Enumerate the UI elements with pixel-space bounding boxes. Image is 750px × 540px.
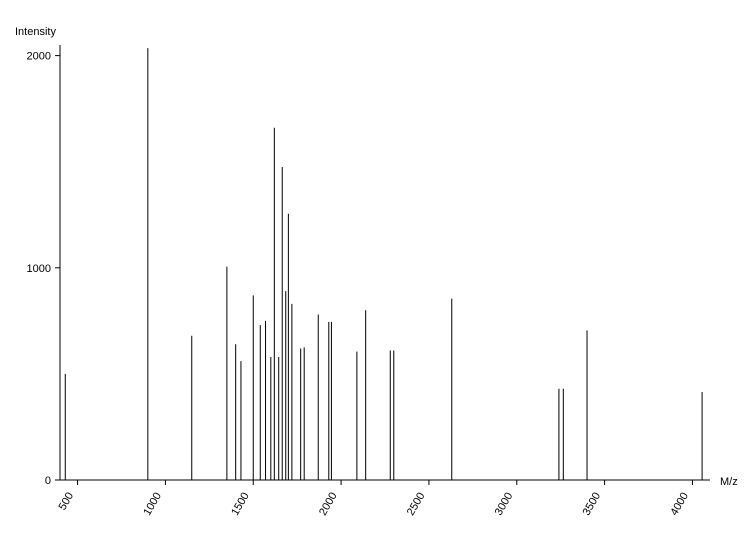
x-axis-ticks: 500 1000 1500 2000 2500 3000 3500 4000: [57, 480, 693, 518]
x-axis-label: M/z: [720, 476, 738, 488]
y-tick-label: 1000: [27, 263, 51, 275]
spectrum-peaks: [65, 48, 702, 480]
x-tick-label: 2000: [317, 491, 340, 518]
x-tick-label: 2500: [405, 491, 428, 518]
x-tick-label: 3500: [581, 491, 604, 518]
x-tick-label: 1000: [141, 491, 164, 518]
x-tick-label: 4000: [668, 491, 691, 518]
x-tick-label: 3000: [493, 491, 516, 518]
y-tick-label: 2000: [27, 51, 51, 63]
y-tick-label: 0: [45, 475, 51, 487]
mass-spectrum-chart: Intensity M/z 0 1000 2000 500 1000 1500 2000 2…: [0, 0, 750, 540]
y-axis-label: Intensity: [15, 26, 56, 38]
x-tick-label: 1500: [229, 491, 252, 518]
x-tick-label: 500: [57, 491, 77, 513]
y-axis-ticks: 0 1000 2000: [27, 51, 60, 487]
